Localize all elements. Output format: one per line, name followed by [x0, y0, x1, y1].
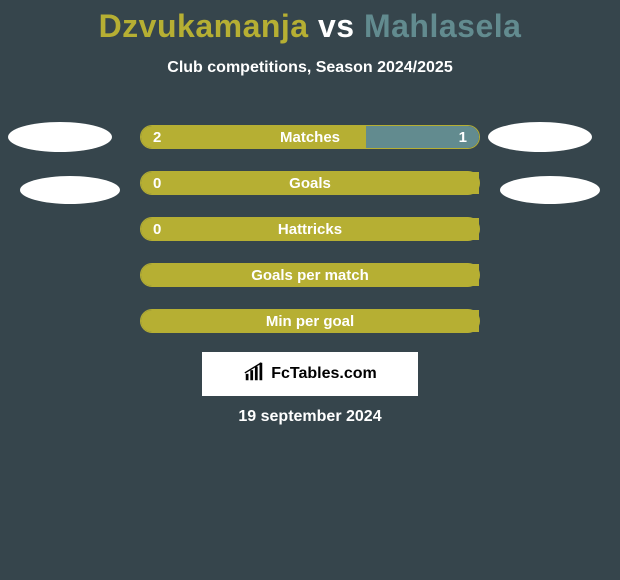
stat-row: Min per goal [0, 309, 620, 337]
stat-row: Hattricks0 [0, 217, 620, 245]
stat-bar-track: Hattricks0 [140, 217, 480, 241]
player-b-name: Mahlasela [364, 8, 521, 44]
decorative-ellipse [20, 176, 120, 204]
subtitle: Club competitions, Season 2024/2025 [0, 59, 620, 77]
stat-bar-fill-b [366, 126, 479, 148]
title-vs: vs [318, 8, 355, 44]
player-a-name: Dzvukamanja [99, 8, 309, 44]
branding-text: FcTables.com [271, 365, 377, 383]
stat-bar-track: Goals0 [140, 171, 480, 195]
decorative-ellipse [500, 176, 600, 204]
decorative-ellipse [488, 122, 592, 152]
stat-row: Goals per match [0, 263, 620, 291]
stat-bar-fill-a [141, 310, 479, 332]
branding-badge: FcTables.com [202, 352, 418, 396]
date-text: 19 september 2024 [0, 408, 620, 426]
comparison-infographic: Dzvukamanja vs Mahlasela Club competitio… [0, 0, 620, 580]
stat-bar-fill-a [141, 126, 366, 148]
stat-bar-track: Min per goal [140, 309, 480, 333]
stat-bar-fill-a [141, 218, 479, 240]
stat-bar-track: Goals per match [140, 263, 480, 287]
stat-bar-fill-a [141, 264, 479, 286]
bar-chart-icon [243, 361, 265, 388]
decorative-ellipse [8, 122, 112, 152]
page-title: Dzvukamanja vs Mahlasela [0, 0, 620, 45]
stat-bar-fill-a [141, 172, 479, 194]
stat-bar-track: Matches21 [140, 125, 480, 149]
